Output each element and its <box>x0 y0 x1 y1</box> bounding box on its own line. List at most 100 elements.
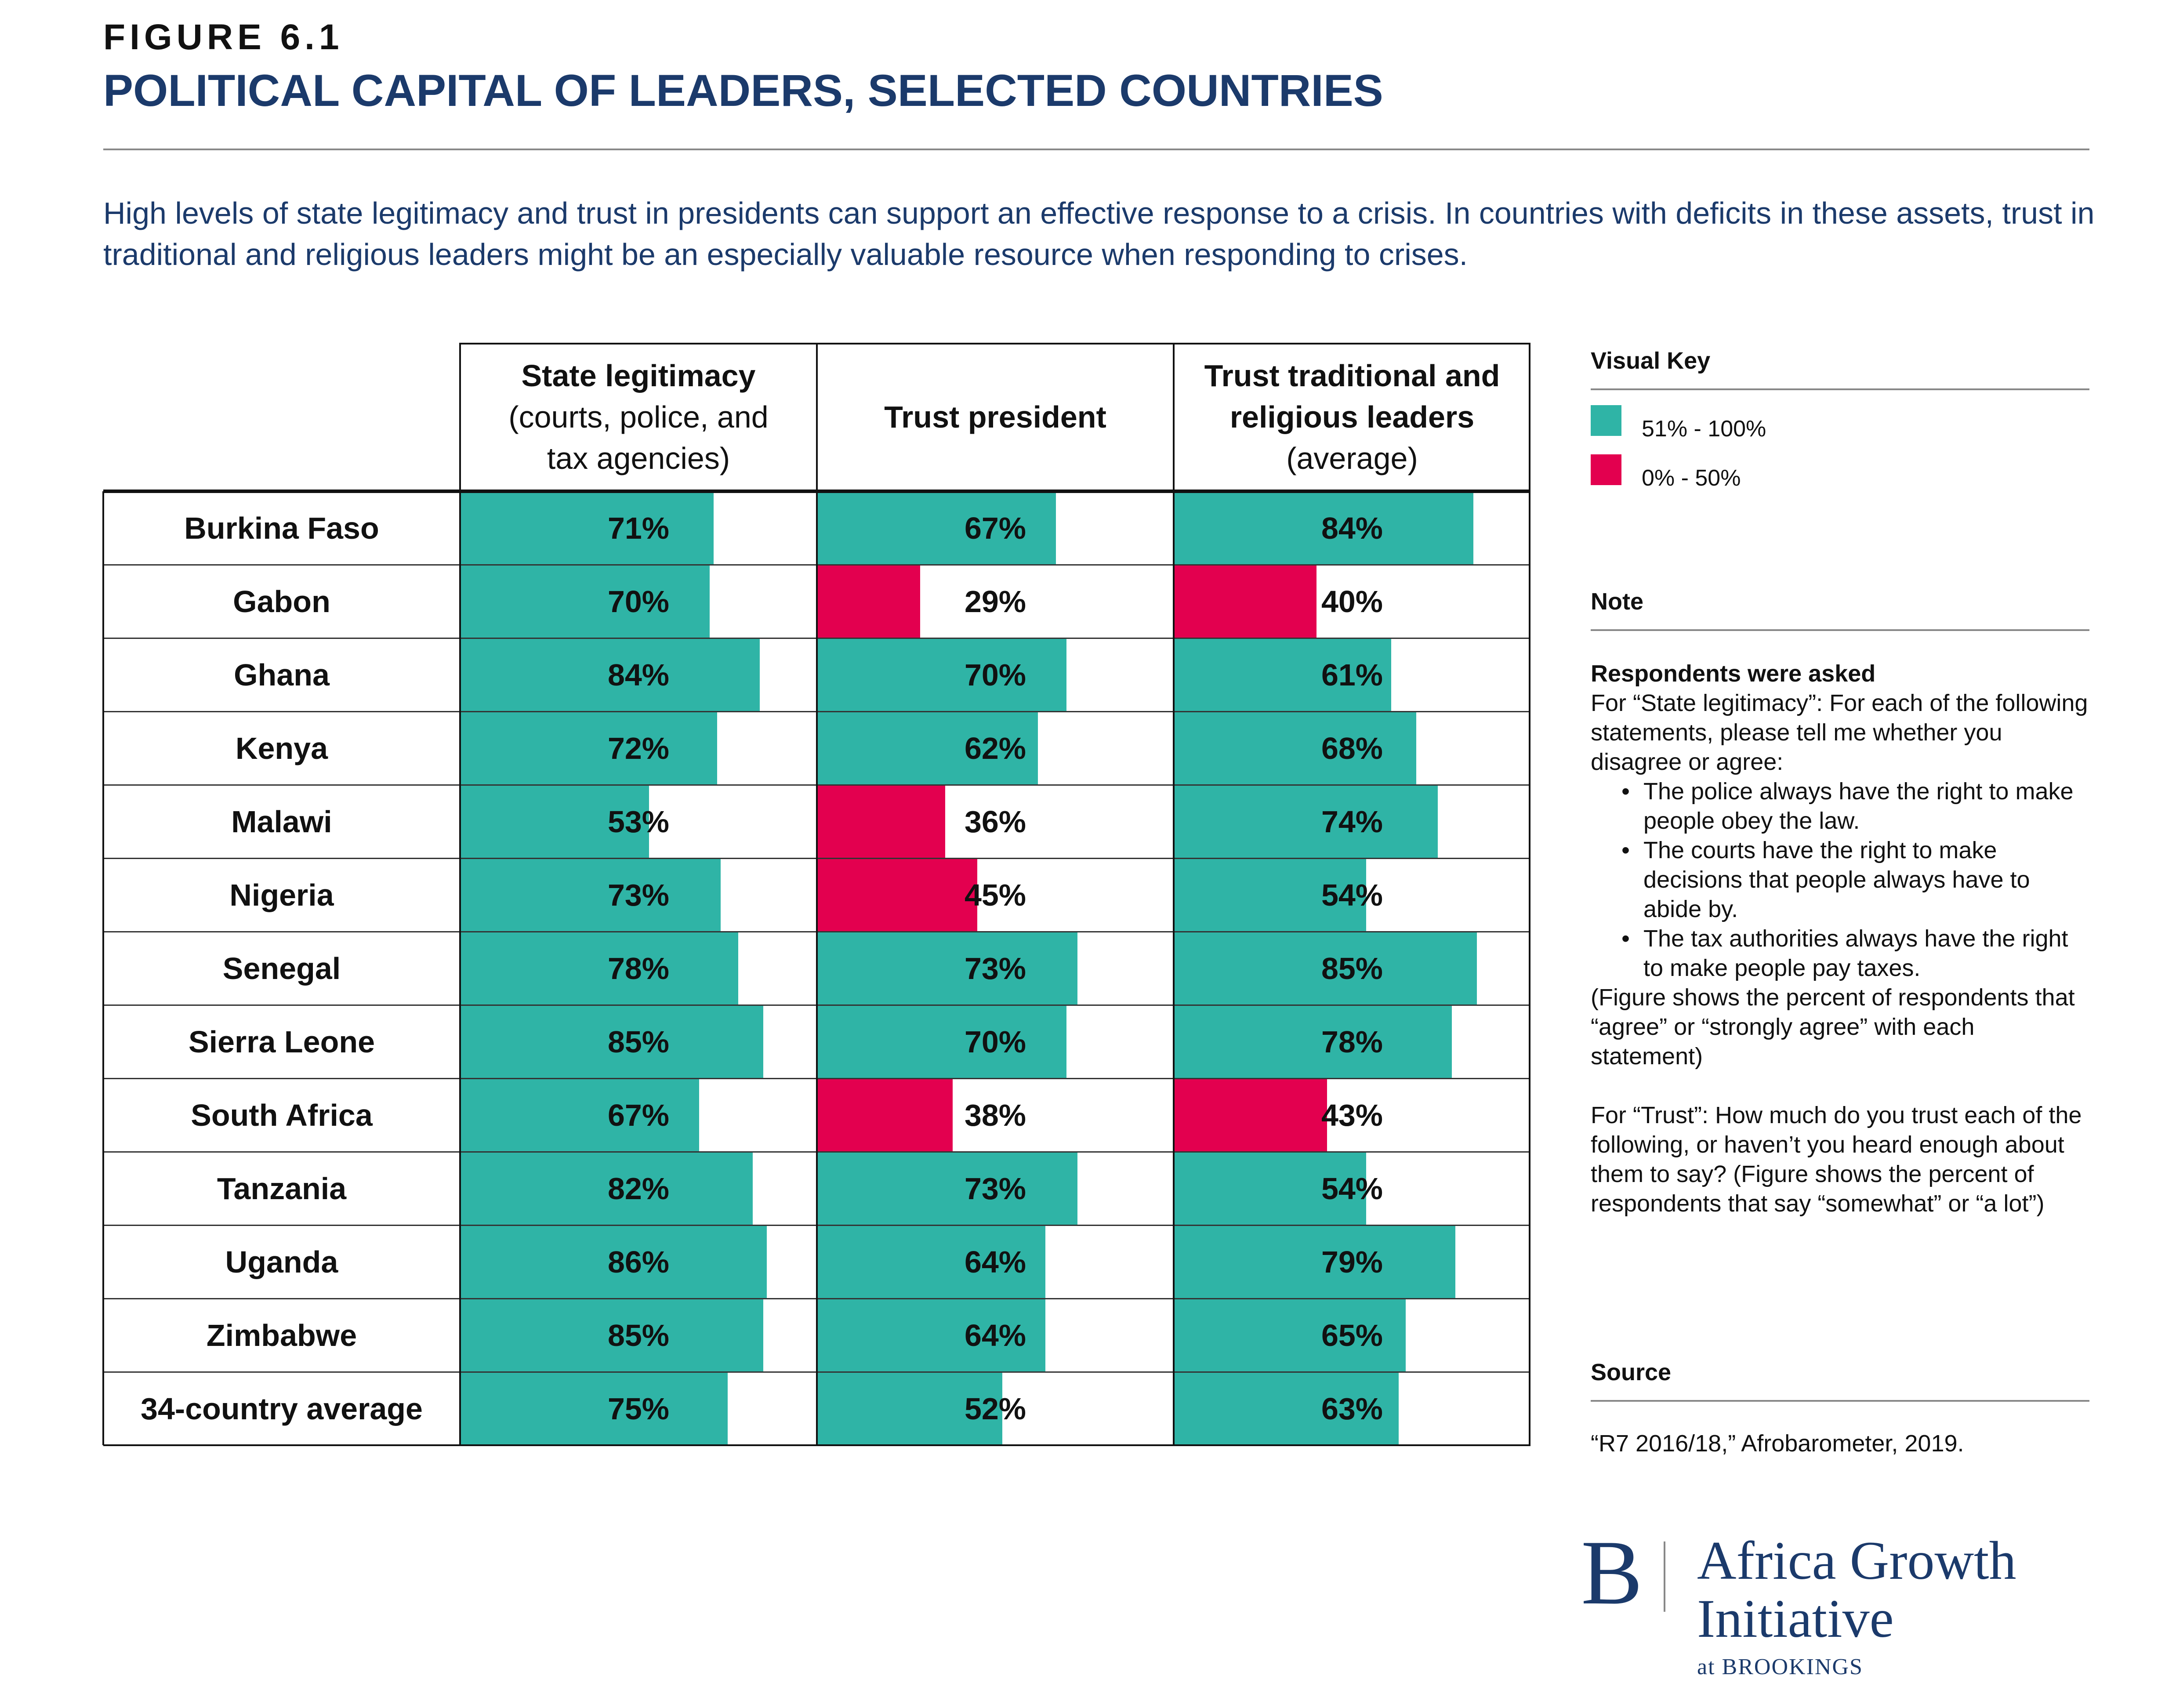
value-label: 68% <box>1321 731 1383 765</box>
country-label: Kenya <box>235 731 328 765</box>
cell-state-legitimacy: 71% <box>460 491 817 565</box>
country-label: South Africa <box>191 1098 373 1132</box>
logo-text-line1: Africa Growth <box>1697 1530 2016 1591</box>
note-bullet-text: The courts have the right to make decisi… <box>1643 837 2030 922</box>
value-label: 85% <box>1321 951 1383 986</box>
cell-trust-president: 62% <box>817 711 1174 785</box>
column-header-trust-traditional: Trust traditional and religious leaders … <box>1174 343 1530 491</box>
value-label: 36% <box>964 804 1026 839</box>
bar-trust-president <box>817 711 1038 785</box>
bar-trust-traditional <box>1174 1298 1406 1372</box>
bar-state-legitimacy <box>460 491 714 565</box>
logo-divider <box>1664 1541 1665 1612</box>
bar-trust-president <box>817 491 1056 565</box>
logo-text-line3: at BROOKINGS <box>1697 1654 1863 1679</box>
note-body: Respondents were asked For “State legiti… <box>1591 659 2092 1218</box>
value-label: 73% <box>607 878 670 912</box>
legend-swatch-high <box>1591 405 1621 436</box>
value-label: 73% <box>964 1171 1026 1206</box>
cell-trust-traditional: 54% <box>1174 1152 1530 1225</box>
note-heading: Note <box>1591 588 1643 615</box>
legend-swatch-low <box>1591 454 1621 485</box>
cell-trust-traditional: 65% <box>1174 1298 1530 1372</box>
value-label: 85% <box>607 1318 670 1353</box>
note-bullet: • The police always have the right to mak… <box>1591 777 2092 836</box>
value-label: 53% <box>607 804 670 839</box>
cell-trust-president: 73% <box>817 1152 1174 1225</box>
brookings-logo-mark: B <box>1581 1522 1643 1624</box>
value-label: 62% <box>964 731 1026 765</box>
cell-trust-president: 52% <box>817 1372 1174 1445</box>
source-text: “R7 2016/18,” Afrobarometer, 2019. <box>1591 1430 1964 1457</box>
bar-state-legitimacy <box>460 1298 764 1372</box>
cell-state-legitimacy: 70% <box>460 565 817 638</box>
value-label: 84% <box>1321 511 1383 545</box>
value-label: 43% <box>1321 1098 1383 1132</box>
value-label: 78% <box>1321 1024 1383 1059</box>
cell-state-legitimacy: 85% <box>460 1005 817 1078</box>
bar-trust-president <box>817 1298 1045 1372</box>
cell-trust-traditional: 61% <box>1174 638 1530 711</box>
table-row: South Africa 67% 38% 43% <box>103 1078 1545 1152</box>
cell-trust-traditional: 63% <box>1174 1372 1530 1445</box>
bar-trust-traditional <box>1174 1152 1367 1225</box>
note-divider <box>1591 629 2089 631</box>
note-bullet-text: The police always have the right to make… <box>1643 778 2074 834</box>
bar-trust-president <box>817 565 921 638</box>
country-label: Senegal <box>222 951 341 986</box>
cell-trust-president: 70% <box>817 638 1174 711</box>
source-divider <box>1591 1400 2089 1402</box>
country-label: Gabon <box>233 584 330 619</box>
bar-state-legitimacy <box>460 858 721 932</box>
legend-label-low: 0% - 50% <box>1642 465 1741 491</box>
bar-trust-president <box>817 1225 1045 1298</box>
figure-subtitle: High levels of state legitimacy and trus… <box>103 196 2095 272</box>
cell-trust-traditional: 78% <box>1174 1005 1530 1078</box>
value-label: 67% <box>964 511 1026 545</box>
bar-trust-traditional <box>1174 565 1316 638</box>
value-label: 78% <box>607 951 670 986</box>
cell-state-legitimacy: 53% <box>460 785 817 858</box>
value-label: 67% <box>607 1098 670 1132</box>
source-heading: Source <box>1591 1359 1672 1385</box>
note-legitimacy-intro: For “State legitimacy”: For each of the … <box>1591 690 2088 775</box>
bar-state-legitimacy <box>460 1152 753 1225</box>
bar-trust-president <box>817 638 1067 711</box>
column-header-detail: (average) <box>1286 441 1418 475</box>
cell-trust-traditional: 43% <box>1174 1078 1530 1152</box>
bar-state-legitimacy <box>460 565 710 638</box>
bar-state-legitimacy <box>460 1005 764 1078</box>
table-row: Gabon 70% 29% 40% <box>103 565 1545 638</box>
value-label: 84% <box>607 657 670 692</box>
value-label: 79% <box>1321 1244 1383 1279</box>
bar-trust-president <box>817 1078 953 1152</box>
column-header-bold: religious leaders <box>1229 400 1475 434</box>
visual-key-divider <box>1591 388 2089 390</box>
cell-trust-president: 70% <box>817 1005 1174 1078</box>
bar-state-legitimacy <box>460 932 739 1005</box>
table-bottom-border <box>103 1444 1530 1446</box>
cell-trust-president: 67% <box>817 491 1174 565</box>
table-row: Nigeria 73% 45% 54% <box>103 858 1545 932</box>
bar-state-legitimacy <box>460 711 717 785</box>
country-label: Nigeria <box>229 878 334 912</box>
cell-state-legitimacy: 75% <box>460 1372 817 1445</box>
column-separator <box>816 343 818 1445</box>
bar-state-legitimacy <box>460 638 760 711</box>
table-row: Kenya 72% 62% 68% <box>103 711 1545 785</box>
cell-trust-traditional: 40% <box>1174 565 1530 638</box>
note-bullet-text: The tax authorities always have the righ… <box>1643 925 2068 981</box>
value-label: 64% <box>964 1244 1026 1279</box>
country-label: Ghana <box>234 657 330 692</box>
value-label: 85% <box>607 1024 670 1059</box>
bar-trust-traditional <box>1174 1372 1399 1445</box>
bar-trust-president <box>817 1372 1003 1445</box>
country-label: Malawi <box>231 804 332 839</box>
value-label: 65% <box>1321 1318 1383 1353</box>
table-row: Malawi 53% 36% 74% <box>103 785 1545 858</box>
bar-trust-president <box>817 785 946 858</box>
bar-trust-traditional <box>1174 932 1477 1005</box>
cell-trust-traditional: 79% <box>1174 1225 1530 1298</box>
bar-trust-president <box>817 1005 1067 1078</box>
title-divider <box>103 149 2089 150</box>
